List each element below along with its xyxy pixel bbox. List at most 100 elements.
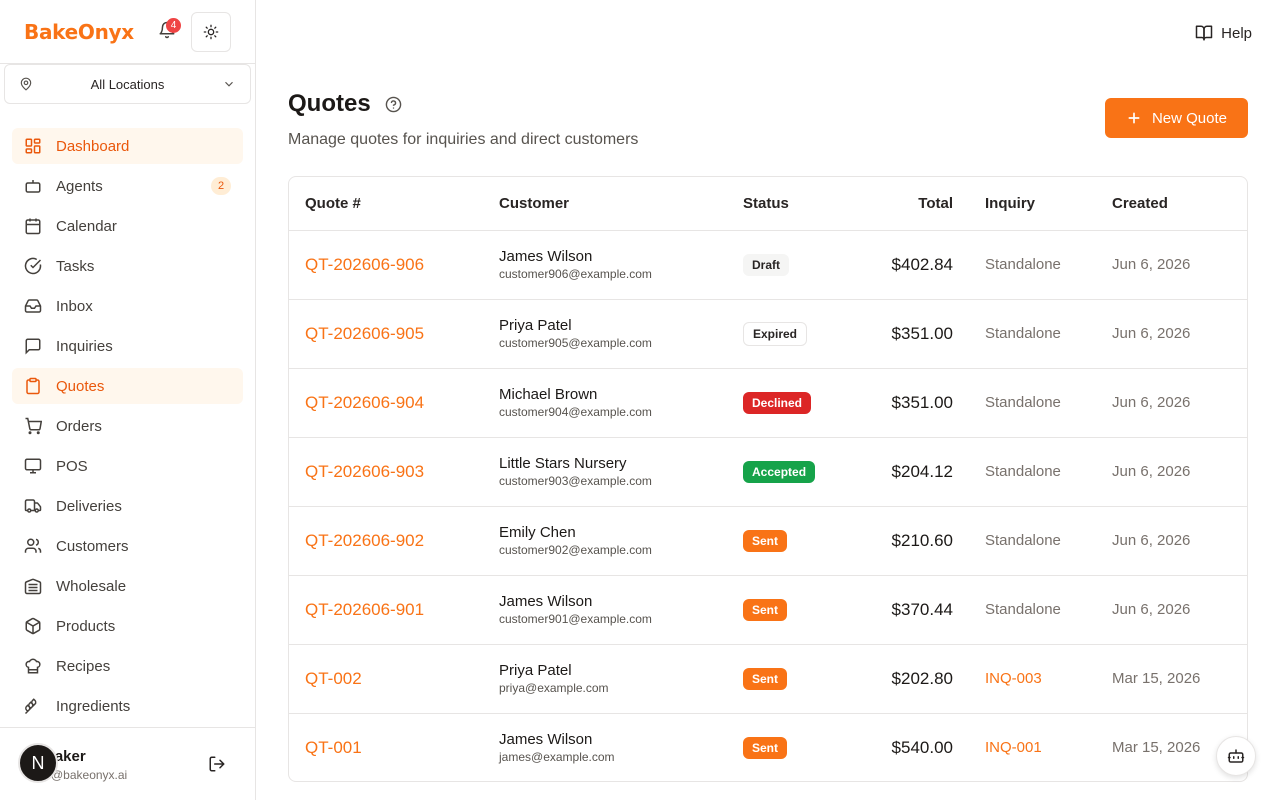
table-row[interactable]: QT-202606-905 Priya Patel customer905@exam… [289,299,1247,369]
created-date: Jun 6, 2026 [1096,506,1247,576]
sidebar-item-dashboard[interactable]: Dashboard [12,128,243,164]
brand-logo[interactable]: BakeOnyx [24,19,134,44]
customer-name: Michael Brown [499,386,598,403]
sidebar-item-quotes[interactable]: Quotes [12,368,243,404]
sidebar-item-recipes[interactable]: Recipes [12,648,243,684]
quote-total: $370.44 [837,575,969,645]
new-quote-label: New Quote [1151,109,1228,127]
status-badge: Draft [743,253,790,276]
notification-badge: 4 [166,18,181,33]
chevron-down-icon [225,81,233,87]
monitor-icon [24,458,42,474]
inquiry-reference[interactable]: INQ-001 [985,739,1042,757]
help-button[interactable]: Help [1195,24,1252,42]
sidebar-item-label: Quotes [56,377,105,395]
quote-number-link[interactable]: QT-202606-902 [305,530,425,550]
sidebar-item-label: Tasks [56,257,95,275]
users-icon [24,538,42,553]
column-header-total[interactable]: Total [837,177,969,231]
avatar[interactable]: N [18,743,58,783]
table-row[interactable]: QT-202606-903 Little Stars Nursery custome… [289,437,1247,507]
cart-icon [25,417,42,435]
check-circle-icon [24,257,42,275]
theme-toggle-button[interactable] [191,12,231,52]
sidebar-item-deliveries[interactable]: Deliveries [12,488,243,524]
sidebar-item-pos[interactable]: POS [12,448,243,484]
customer-name: James Wilson [499,731,593,749]
quotes-table: Quote # Customer Status Total Inquiry Cr… [288,176,1248,782]
customer-email: customer905@example.com [499,336,652,350]
sidebar-item-label: Ingredients [56,697,131,715]
quote-number-link[interactable]: QT-002 [305,668,362,688]
created-date: Jun 6, 2026 [1096,368,1247,438]
column-header-status[interactable]: Status [727,177,837,231]
sidebar-item-wholesale[interactable]: Wholesale [12,568,243,604]
avatar-initial: N [31,752,45,773]
new-quote-button[interactable]: New Quote [1105,98,1248,138]
created-date: Mar 15, 2026 [1112,739,1201,757]
sidebar-item-label: Dashboard [56,137,130,155]
table-body: QT-202606-906 James Wilson customer906@exa… [289,230,1247,781]
sidebar-item-label: Orders [56,417,102,435]
quote-number-link[interactable]: QT-202606-906 [305,254,425,274]
page-title-text: Quotes [288,90,371,117]
package-icon [25,617,41,635]
sidebar-item-inbox[interactable]: Inbox [12,288,243,324]
sidebar-item-customers[interactable]: Customers [12,528,243,564]
status-badge: Accepted [743,460,816,483]
sidebar-item-label: Wholesale [56,577,127,595]
quote-number-link[interactable]: QT-202606-905 [305,323,425,343]
column-header-customer[interactable]: Customer [483,177,727,231]
status-badge: Declined [743,391,812,414]
customer-email: customer906@example.com [499,267,652,281]
quote-total: $402.84 [837,230,969,300]
sidebar-item-calendar[interactable]: Calendar [12,208,243,244]
assistant-button[interactable] [1216,736,1256,776]
table-row[interactable]: QT-202606-901 James Wilson customer901@exa… [289,575,1247,645]
quote-number-link[interactable]: QT-202606-904 [305,392,425,412]
logout-icon[interactable] [208,755,228,775]
plus-icon [1128,112,1140,124]
created-date: Jun 6, 2026 [1096,299,1247,369]
truck-icon [24,499,42,513]
location-select[interactable]: All Locations [4,64,251,104]
sidebar: BakeOnyx 4 All Locations Dashboard Agent… [0,0,256,800]
book-open-icon [1195,25,1213,41]
warehouse-icon [24,578,42,595]
quote-total: $204.12 [837,437,969,507]
quote-number-link[interactable]: QT-202606-901 [305,599,425,619]
table-row[interactable]: QT-202606-906 James Wilson customer906@exa… [289,230,1247,300]
column-header-created[interactable]: Created [1096,177,1247,231]
inquiry-reference: Standalone [985,601,1061,618]
sun-icon [203,24,219,40]
customer-email: customer903@example.com [499,474,652,488]
sidebar-item-orders[interactable]: Orders [12,408,243,444]
table-row[interactable]: QT-001 James Wilson james@example.com Sent $… [289,713,1247,781]
help-label: Help [1221,24,1252,42]
quote-total: $351.00 [837,368,969,438]
sidebar-item-agents[interactable]: Agents 2 [12,168,243,204]
sidebar-nav: Dashboard Agents 2 Calendar Tasks Inbox [12,128,243,728]
inquiry-reference[interactable]: INQ-003 [985,670,1042,687]
brand-row: BakeOnyx 4 [0,0,255,64]
sidebar-item-tasks[interactable]: Tasks [12,248,243,284]
calendar-icon [25,218,41,235]
table-row[interactable]: QT-002 Priya Patel priya@example.com Sent $2… [289,644,1247,714]
customer-name: Emily Chen [499,524,576,541]
sidebar-item-inquiries[interactable]: Inquiries [12,328,243,364]
created-date: Jun 6, 2026 [1096,575,1247,645]
sidebar-item-label: Products [56,617,116,635]
sidebar-item-ingredients[interactable]: Ingredients [12,688,243,724]
column-header-inquiry[interactable]: Inquiry [969,177,1096,231]
clipboard-icon [26,377,40,395]
sidebar-item-products[interactable]: Products [12,608,243,644]
inquiry-reference: Standalone [985,394,1061,411]
table-row[interactable]: QT-202606-904 Michael Brown customer904@ex… [289,368,1247,438]
quote-number-link[interactable]: QT-001 [305,737,362,757]
quote-number-link[interactable]: QT-202606-903 [305,461,425,481]
quote-total: $540.00 [891,737,953,757]
help-circle-icon[interactable] [385,96,402,113]
column-header-quote[interactable]: Quote # [289,177,483,231]
table-row[interactable]: QT-202606-902 Emily Chen customer902@examp… [289,506,1247,576]
inbox-icon [24,299,42,313]
